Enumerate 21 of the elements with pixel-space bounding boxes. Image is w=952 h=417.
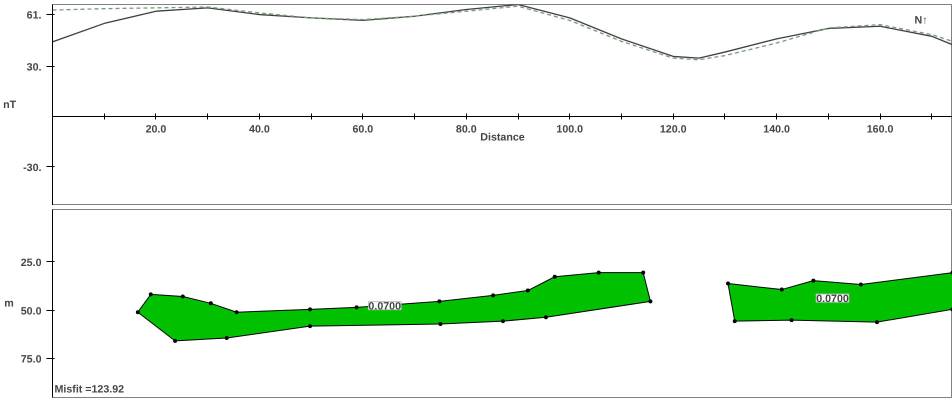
x-tick-label: 100.0 (556, 124, 584, 136)
x-tick-label: 60.0 (352, 124, 374, 136)
y-tick-label: 50.0 (20, 305, 42, 318)
y-tick-label: -30. (23, 162, 42, 174)
y-tick-label: 30. (26, 61, 42, 74)
x-tick-label: 80.0 (456, 124, 477, 136)
x-tick-label: 40.0 (249, 124, 270, 136)
y-tick-label: 61. (26, 10, 42, 22)
annotation: N↑ (914, 14, 928, 26)
y-axis-title: nT (3, 99, 17, 111)
annotation: Misfit =123.92 (54, 384, 124, 396)
annotation: 0.0700 (368, 300, 402, 313)
y-axis-title: m (4, 298, 14, 310)
x-tick-label: 20.0 (146, 124, 166, 136)
x-tick-label: 120.0 (660, 124, 687, 136)
x-tick-label: 160.0 (866, 124, 894, 136)
y-tick-label: 75.0 (20, 354, 42, 366)
annotation: 0.0700 (816, 293, 849, 306)
x-tick-label: 140.0 (763, 124, 790, 136)
y-tick-label: 25.0 (20, 256, 42, 269)
x-axis-title: Distance (480, 132, 525, 144)
